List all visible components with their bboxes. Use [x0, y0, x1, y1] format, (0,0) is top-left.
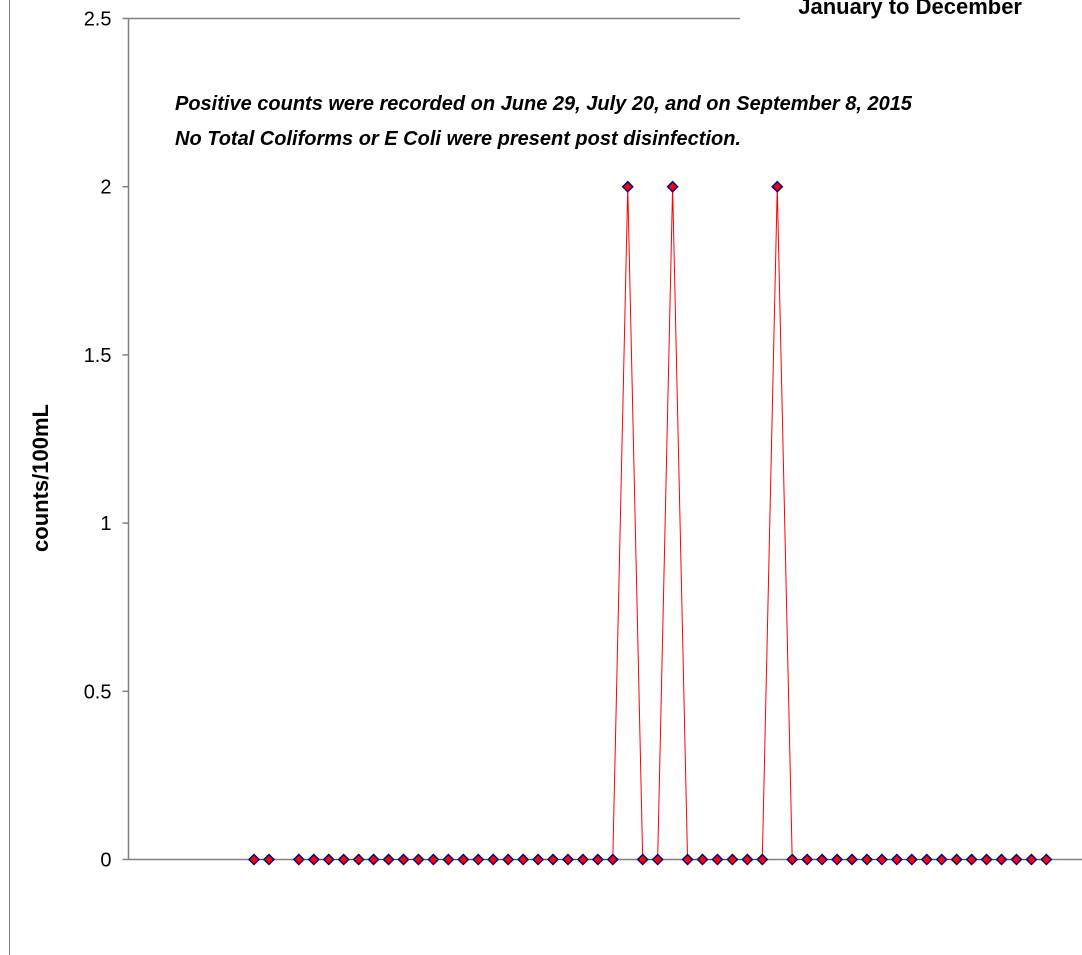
data-point — [786, 853, 799, 866]
data-point — [561, 853, 575, 866]
annotation-line-2: No Total Coliforms or E Coli were presen… — [175, 128, 741, 150]
data-point — [666, 180, 679, 193]
data-point — [337, 853, 350, 866]
data-point — [382, 853, 395, 866]
data-point — [741, 853, 754, 866]
data-point — [1025, 853, 1038, 866]
y-tick-label: 1.5 — [84, 345, 112, 367]
y-tick-label: 1 — [100, 513, 111, 535]
data-point — [801, 853, 814, 866]
data-point — [606, 853, 619, 866]
data-point — [711, 853, 724, 866]
data-point — [651, 853, 664, 866]
data-point — [935, 853, 948, 866]
series — [247, 180, 1053, 866]
data-point — [845, 853, 859, 866]
data-point — [472, 853, 485, 866]
data-point — [322, 853, 335, 866]
data-point — [636, 853, 649, 866]
data-point — [292, 853, 305, 866]
data-point — [756, 853, 769, 866]
data-point — [1010, 853, 1023, 866]
data-point — [726, 853, 739, 866]
data-point — [442, 853, 455, 866]
y-tick-label: 2 — [100, 177, 111, 199]
data-point — [920, 853, 933, 866]
y-ticks: 0 0.5 1 1.5 2 2.5 — [84, 9, 129, 872]
data-point — [591, 853, 604, 866]
data-point — [980, 853, 993, 866]
series-line — [254, 186, 1047, 860]
data-point — [307, 853, 320, 866]
data-point — [771, 180, 784, 193]
y-axis-title: counts/100mL — [28, 404, 53, 552]
data-point — [412, 853, 425, 866]
data-point — [905, 853, 918, 866]
data-point — [965, 853, 978, 866]
data-point — [502, 853, 515, 866]
data-point — [367, 853, 380, 866]
data-point — [517, 853, 530, 866]
data-point — [816, 853, 829, 866]
data-point — [995, 853, 1008, 866]
annotation-line-1: Positive counts were recorded on June 29… — [175, 93, 913, 115]
data-point — [950, 853, 963, 866]
y-tick-label: 0.5 — [84, 681, 112, 703]
data-point — [576, 853, 589, 866]
data-point — [621, 180, 634, 193]
y-tick-label: 2.5 — [84, 9, 112, 31]
data-point — [247, 853, 261, 866]
data-point — [681, 853, 694, 866]
data-point — [397, 853, 410, 866]
data-point — [830, 853, 844, 866]
data-point — [531, 853, 545, 866]
data-point — [487, 853, 500, 866]
data-point — [696, 853, 709, 866]
data-point — [860, 853, 874, 866]
data-point — [427, 853, 440, 866]
data-point — [457, 853, 470, 866]
data-point — [352, 853, 365, 866]
y-tick-label: 0 — [100, 850, 111, 872]
data-point — [546, 853, 560, 866]
data-point — [875, 853, 888, 866]
data-point — [890, 853, 903, 866]
data-point — [262, 853, 276, 866]
chart-title: January to December — [798, 0, 1022, 19]
data-point — [1040, 853, 1053, 866]
